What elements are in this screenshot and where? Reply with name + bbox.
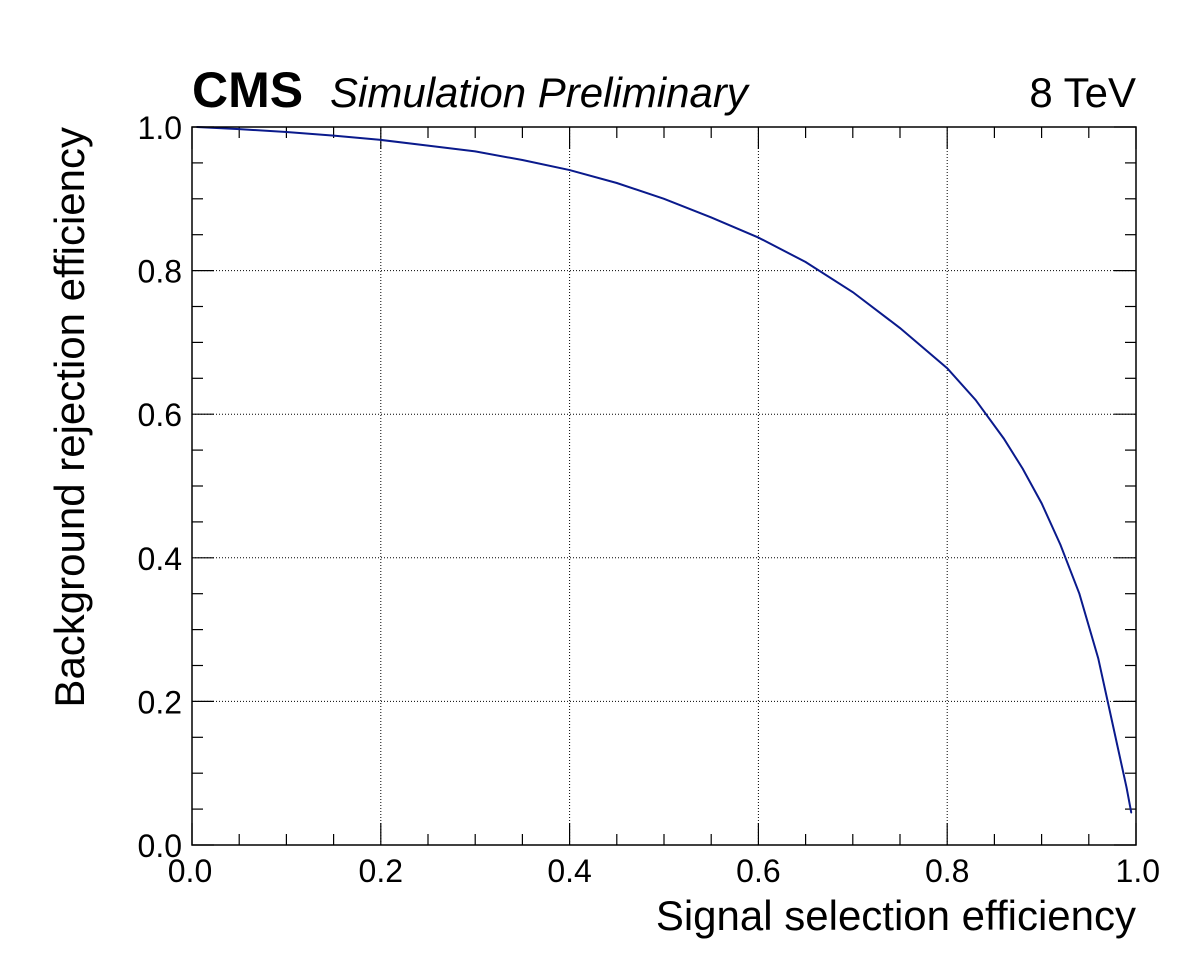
y-tick-label: 0.2 — [138, 684, 182, 720]
roc-point — [757, 236, 760, 239]
axis-ticks — [191, 126, 1137, 846]
y-tick-label: 0.4 — [138, 541, 182, 577]
roc-point — [663, 198, 665, 200]
roc-point — [1021, 467, 1024, 470]
roc-point — [285, 131, 288, 133]
roc-point — [852, 291, 854, 293]
roc-point — [1106, 700, 1109, 703]
x-tick-label: 0.6 — [736, 853, 780, 889]
roc-point — [380, 139, 382, 141]
y-axis-title: Background rejection efficiency — [46, 127, 93, 708]
y-tick-label: 0.6 — [138, 397, 182, 433]
x-tick-label: 0.0 — [168, 853, 212, 889]
roc-point — [1059, 544, 1062, 546]
x-tick-label: 0.4 — [547, 853, 591, 889]
roc-point — [427, 144, 429, 147]
roc-point — [568, 169, 571, 171]
roc-point — [1130, 811, 1133, 814]
roc-point — [899, 327, 901, 329]
roc-point — [1097, 657, 1100, 660]
roc-curve — [196, 126, 1133, 813]
roc-point — [1125, 786, 1128, 789]
simulation-label: Simulation Preliminary — [330, 69, 751, 116]
roc-point — [1116, 743, 1118, 746]
roc-point — [521, 159, 524, 161]
roc-point — [238, 128, 240, 130]
roc-point — [710, 216, 712, 219]
roc-point — [1003, 437, 1005, 440]
roc-point — [332, 134, 335, 137]
x-tick-label: 0.8 — [925, 853, 969, 889]
roc-point — [1078, 592, 1081, 595]
roc-point — [616, 182, 618, 184]
x-tick-label: 1.0 — [1116, 853, 1160, 889]
roc-point — [1040, 502, 1043, 505]
plot-frame — [191, 126, 1137, 846]
roc-point — [946, 367, 948, 370]
tick-labels: 0.0 0.2 0.4 0.6 0.8 1.0 0.0 0.2 0.4 0.6 0.8 1.0 — [138, 110, 1160, 889]
roc-point — [804, 261, 807, 263]
grid-lines — [192, 127, 1136, 845]
y-tick-label: 1.0 — [138, 110, 182, 146]
energy-label: 8 TeV — [1029, 69, 1136, 116]
y-tick-label: 0.8 — [138, 254, 182, 290]
roc-point — [974, 399, 977, 401]
roc-point — [474, 150, 477, 153]
y-tick-label: 0.0 — [138, 828, 182, 864]
x-tick-label: 0.2 — [359, 853, 403, 889]
experiment-label: CMS — [192, 62, 303, 118]
x-axis-title: Signal selection efficiency — [656, 892, 1136, 939]
series-layer — [195, 126, 1133, 814]
